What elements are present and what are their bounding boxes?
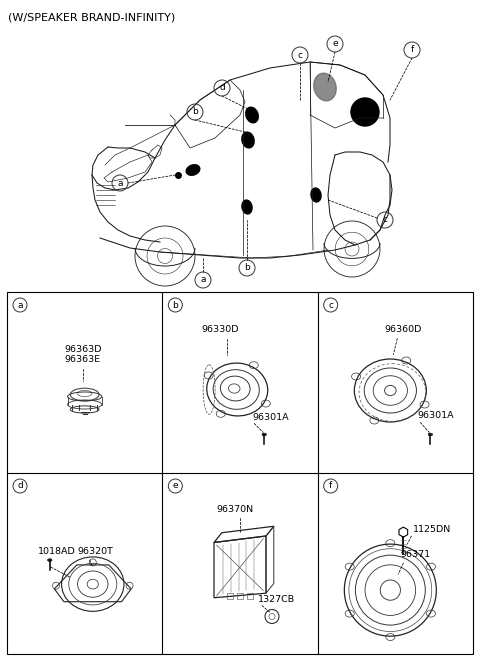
Text: c: c — [298, 51, 302, 60]
Text: 96301A: 96301A — [252, 413, 289, 422]
Text: 96363E: 96363E — [65, 355, 101, 365]
Text: a: a — [200, 275, 206, 284]
Text: 1125DN: 1125DN — [413, 525, 452, 534]
Ellipse shape — [246, 107, 258, 123]
Text: a: a — [17, 300, 23, 309]
Ellipse shape — [48, 559, 51, 561]
Ellipse shape — [311, 188, 321, 202]
Text: c: c — [383, 215, 387, 225]
Text: 96363D: 96363D — [64, 346, 101, 355]
Text: 96370N: 96370N — [216, 505, 253, 514]
Text: 96330D: 96330D — [202, 325, 239, 334]
Text: 1018AD: 1018AD — [38, 547, 75, 556]
Text: b: b — [244, 263, 250, 273]
Text: 96301A: 96301A — [417, 411, 454, 420]
Text: 96320T: 96320T — [78, 547, 114, 556]
Text: f: f — [329, 482, 332, 491]
Ellipse shape — [263, 434, 266, 436]
Circle shape — [351, 98, 379, 126]
Bar — [7, 292, 473, 654]
Text: b: b — [192, 108, 198, 116]
Text: b: b — [172, 300, 178, 309]
Bar — [227, 593, 233, 599]
Text: 96371: 96371 — [400, 550, 431, 559]
Ellipse shape — [314, 73, 336, 101]
Ellipse shape — [242, 200, 252, 214]
Text: d: d — [219, 83, 225, 93]
Text: e: e — [172, 482, 178, 491]
Ellipse shape — [429, 434, 432, 436]
Text: 1327CB: 1327CB — [258, 595, 295, 604]
Text: e: e — [332, 39, 338, 49]
Bar — [247, 593, 253, 599]
Text: (W/SPEAKER BRAND-INFINITY): (W/SPEAKER BRAND-INFINITY) — [8, 13, 175, 23]
Text: 96360D: 96360D — [384, 325, 422, 334]
Bar — [237, 593, 243, 599]
Text: a: a — [117, 179, 123, 187]
Text: c: c — [328, 300, 333, 309]
Text: d: d — [17, 482, 23, 491]
Text: f: f — [410, 45, 414, 55]
Ellipse shape — [242, 132, 254, 148]
Ellipse shape — [186, 165, 200, 175]
